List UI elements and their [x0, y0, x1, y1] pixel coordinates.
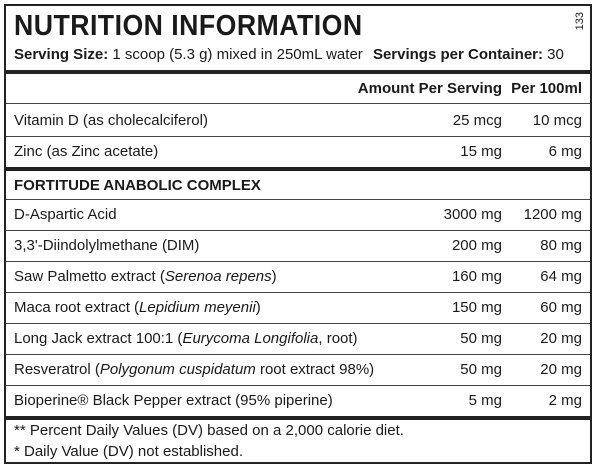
table-row: Zinc (as Zinc acetate) 15 mg 6 mg — [6, 137, 590, 167]
table-row: Vitamin D (as cholecalciferol) 25 mcg 10… — [6, 106, 590, 136]
amount-value: 15 mg — [460, 143, 502, 160]
nutrient-name: Vitamin D (as cholecalciferol) — [14, 112, 208, 129]
latin-name: Eurycoma Longifolia — [182, 330, 319, 347]
table-row: Maca root extract (Lepidium meyenii) 150… — [6, 293, 590, 323]
per-100ml-header: Per 100ml — [511, 80, 582, 97]
per100-value: 20 mg — [540, 361, 582, 378]
servings-value: 30 — [547, 46, 564, 63]
amount-value: 50 mg — [460, 361, 502, 378]
serving-info: Serving Size: 1 scoop (5.3 g) mixed in 2… — [14, 46, 564, 63]
divider-thick — [6, 70, 590, 74]
footnote-dv: ** Percent Daily Values (DV) based on a … — [14, 422, 404, 439]
per100-value: 20 mg — [540, 330, 582, 347]
latin-name: Serenoa repens — [164, 268, 272, 285]
divider-thick — [6, 416, 590, 420]
amount-value: 200 mg — [451, 237, 502, 254]
divider — [6, 230, 590, 231]
per100-value: 80 mg — [540, 237, 582, 254]
section-title: FORTITUDE ANABOLIC COMPLEX — [14, 177, 261, 194]
table-row: Resveratrol (Polygonum cuspidatum root e… — [6, 355, 590, 385]
divider-thick — [6, 167, 590, 171]
per100-value: 6 mg — [548, 143, 582, 160]
per100-value: 1200 mg — [523, 206, 582, 223]
nutrition-panel: NUTRITION INFORMATION 133 Serving Size: … — [4, 4, 592, 464]
amount-per-serving-header: Amount Per Serving — [357, 80, 502, 97]
amount-value: 50 mg — [460, 330, 502, 347]
per100-value: 64 mg — [540, 268, 582, 285]
table-row: Long Jack extract 100:1 (Eurycoma Longif… — [6, 324, 590, 354]
amount-value: 25 mcg — [452, 112, 502, 129]
serving-size-value: 1 scoop (5.3 g) mixed in 250mL water — [112, 46, 363, 63]
side-number: 133 — [574, 12, 586, 31]
serving-size-label: Serving Size: — [14, 46, 109, 63]
table-row: Saw Palmetto extract (Serenoa repens) 16… — [6, 262, 590, 292]
amount-value: 3000 mg — [443, 206, 502, 223]
column-header-row: Amount Per Serving Per 100ml — [6, 74, 590, 104]
divider — [6, 354, 590, 355]
ingredient-name: Maca root extract (Lepidium meyenii) — [14, 299, 261, 316]
divider — [6, 292, 590, 293]
divider — [6, 103, 590, 104]
servings-label: Servings per Container: — [372, 46, 543, 63]
divider — [6, 136, 590, 137]
per100-value: 60 mg — [540, 299, 582, 316]
divider — [6, 323, 590, 324]
latin-name: Polygonum cuspidatum — [99, 361, 256, 378]
nutrient-name: Zinc (as Zinc acetate) — [14, 143, 159, 160]
table-row: Bioperine® Black Pepper extract (95% pip… — [6, 386, 590, 416]
ingredient-name: D-Aspartic Acid — [14, 206, 117, 223]
table-row: D-Aspartic Acid 3000 mg 1200 mg — [6, 200, 590, 230]
ingredient-name: Bioperine® Black Pepper extract (95% pip… — [14, 392, 333, 409]
divider — [6, 199, 590, 200]
per100-value: 2 mg — [548, 392, 582, 409]
ingredient-name: Resveratrol (Polygonum cuspidatum root e… — [14, 361, 375, 378]
divider — [6, 385, 590, 386]
footnote-not-established: * Daily Value (DV) not established. — [14, 443, 243, 460]
ingredient-name: Long Jack extract 100:1 (Eurycoma Longif… — [14, 330, 358, 347]
amount-value: 5 mg — [468, 392, 502, 409]
amount-value: 150 mg — [451, 299, 502, 316]
panel-title: NUTRITION INFORMATION — [14, 10, 363, 42]
ingredient-name: Saw Palmetto extract (Serenoa repens) — [14, 268, 277, 285]
amount-value: 160 mg — [451, 268, 502, 285]
divider — [6, 261, 590, 262]
latin-name: Lepidium meyenii — [139, 299, 256, 316]
per100-value: 10 mcg — [532, 112, 582, 129]
table-row: 3,3'-Diindolylmethane (DIM) 200 mg 80 mg — [6, 231, 590, 261]
ingredient-name: 3,3'-Diindolylmethane (DIM) — [14, 237, 200, 254]
